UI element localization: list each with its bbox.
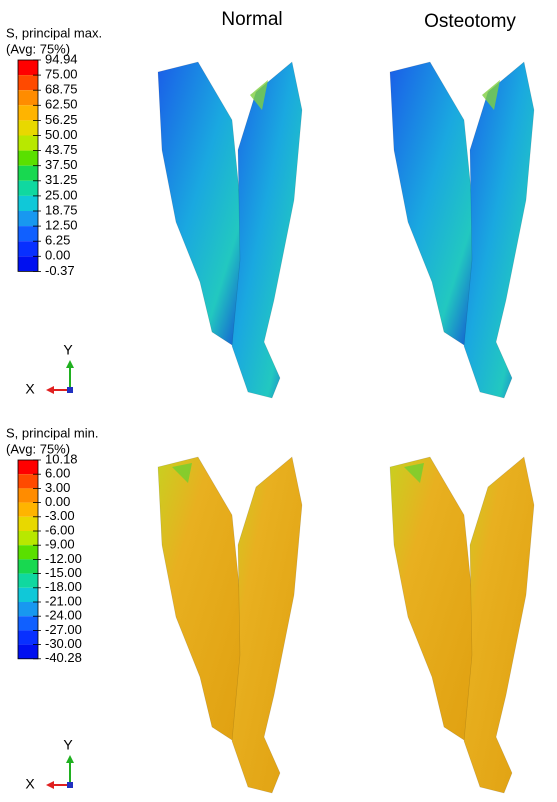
axis-origin (67, 782, 73, 788)
legend-label: 10.18 (45, 451, 78, 466)
legend-label: -6.00 (45, 522, 75, 537)
legend-label: 6.00 (45, 466, 70, 481)
legend-band (18, 120, 38, 136)
legend-band (18, 644, 38, 659)
legend-subtitle: (Avg: 75%) (6, 441, 70, 456)
axis-x-head (46, 781, 54, 789)
legend-band (18, 180, 38, 196)
legend-band (18, 460, 38, 475)
stress-highlight (250, 80, 268, 110)
bone-model (389, 61, 535, 399)
column-header: Normal (221, 9, 282, 30)
column-header: Osteotomy (424, 11, 516, 32)
legend-label: 56.25 (45, 112, 78, 127)
legend-band (18, 531, 38, 546)
legend-label: 0.00 (45, 248, 70, 263)
axis-label-x: X (25, 381, 35, 397)
legend-band (18, 135, 38, 151)
legend-band (18, 195, 38, 211)
bone-model (157, 456, 303, 794)
legend-label: 75.00 (45, 67, 78, 82)
legend-label: 0.00 (45, 494, 70, 509)
legend-band (18, 573, 38, 588)
legend-band (18, 90, 38, 106)
axis-label-y: Y (63, 342, 73, 358)
legend-band (18, 256, 38, 272)
legend-label: -27.00 (45, 622, 82, 637)
legend-label: 3.00 (45, 480, 70, 495)
axis-x-head (46, 386, 54, 394)
legend-subtitle: (Avg: 75%) (6, 41, 70, 56)
bone-model (157, 61, 303, 399)
legend-band (18, 165, 38, 181)
legend-band (18, 474, 38, 489)
legend-label: 25.00 (45, 187, 78, 202)
legend-label: 68.75 (45, 82, 78, 97)
legend-band (18, 75, 38, 91)
legend-label: -15.00 (45, 565, 82, 580)
legend-label: 6.25 (45, 233, 70, 248)
legend-label: 50.00 (45, 127, 78, 142)
legend-label: 62.50 (45, 97, 78, 112)
legend-band (18, 502, 38, 517)
legend-label: -9.00 (45, 537, 75, 552)
legend-band (18, 150, 38, 166)
legend-band (18, 105, 38, 121)
legend-band (18, 616, 38, 631)
legend-label: -12.00 (45, 551, 82, 566)
legend-band (18, 587, 38, 602)
legend-band (18, 241, 38, 257)
legend-band (18, 60, 38, 76)
legend-band (18, 211, 38, 227)
legend-label: -21.00 (45, 593, 82, 608)
legend-title: S, principal min. (6, 425, 98, 440)
stress-highlight (482, 80, 500, 110)
legend-label: -0.37 (45, 263, 75, 278)
bone-model (389, 456, 535, 794)
legend-label: 43.75 (45, 142, 78, 157)
legend-label: 94.94 (45, 51, 78, 66)
axis-y-head (66, 360, 74, 368)
stress-highlight (172, 463, 192, 483)
stress-highlight (404, 463, 424, 483)
legend-band (18, 559, 38, 574)
axis-y-head (66, 755, 74, 763)
legend-band (18, 545, 38, 560)
axis-label-y: Y (63, 737, 73, 753)
legend-band (18, 488, 38, 503)
legend-label: -24.00 (45, 608, 82, 623)
axis-label-x: X (25, 776, 35, 792)
legend-label: 18.75 (45, 202, 78, 217)
legend-label: -40.28 (45, 650, 82, 665)
legend-label: 12.50 (45, 218, 78, 233)
legend-band (18, 226, 38, 242)
legend-label: 37.50 (45, 157, 78, 172)
legend-label: -18.00 (45, 579, 82, 594)
legend-title: S, principal max. (6, 25, 102, 40)
legend-band (18, 630, 38, 645)
legend-band (18, 602, 38, 617)
axis-origin (67, 387, 73, 393)
bones (157, 61, 535, 794)
legend-label: -3.00 (45, 508, 75, 523)
legend-label: 31.25 (45, 172, 78, 187)
legend-band (18, 516, 38, 531)
legend-label: -30.00 (45, 636, 82, 651)
